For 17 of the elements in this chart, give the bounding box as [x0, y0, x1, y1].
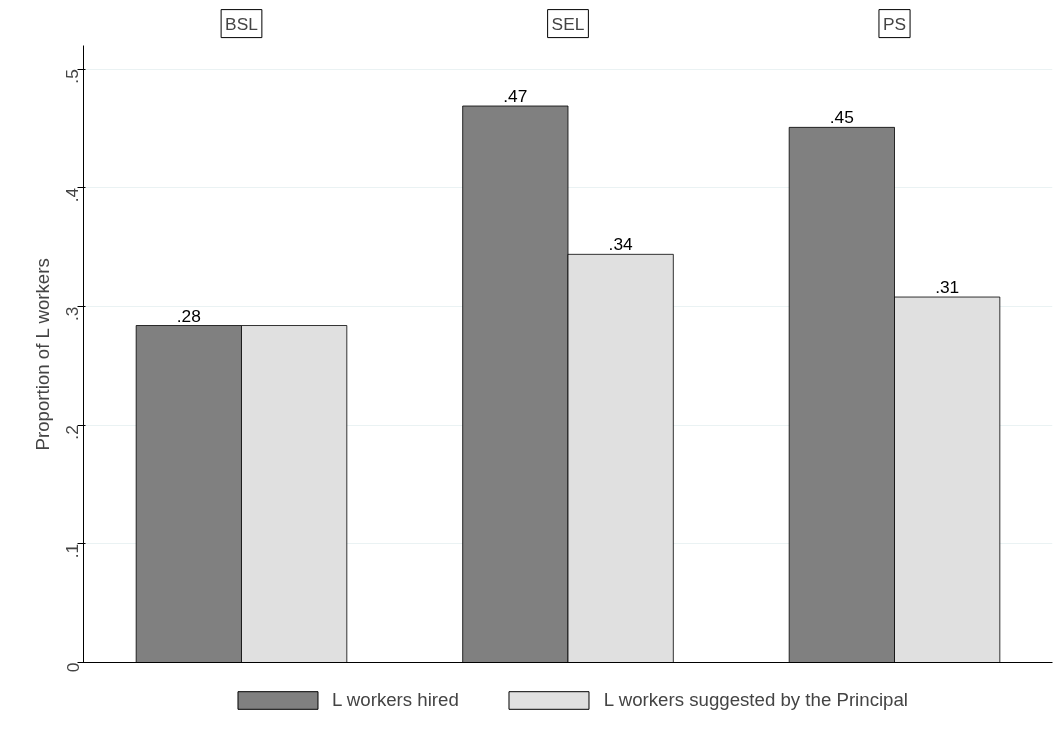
data-label: .31: [935, 277, 960, 298]
y-tick-label: .4: [62, 187, 83, 203]
x-tick-label: PS: [882, 13, 907, 34]
data-label: .28: [176, 305, 201, 326]
y-tick-label: 0: [62, 662, 83, 673]
y-axis-title: Proportion of L workers: [31, 258, 53, 451]
y-tick-label: .2: [62, 425, 83, 440]
data-label: .47: [503, 86, 528, 107]
y-tick-label: .1: [62, 543, 83, 559]
data-label: .34: [608, 234, 634, 255]
data-label: .45: [829, 107, 854, 128]
y-tick-label: .5: [62, 69, 83, 84]
legend-label: L workers hired: [331, 688, 459, 711]
x-tick-label: BSL: [225, 13, 259, 34]
y-tick-label: .3: [62, 306, 83, 321]
x-tick-label: SEL: [551, 13, 585, 34]
legend-label: L workers suggested by the Principal: [603, 688, 909, 711]
